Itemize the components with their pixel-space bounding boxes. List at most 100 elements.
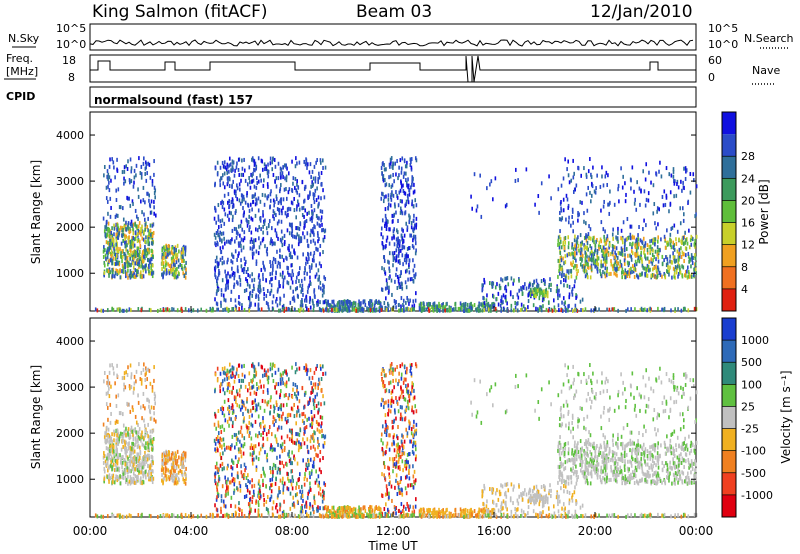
velocity-cell (145, 454, 148, 459)
power-cell (219, 178, 221, 183)
power-cell (331, 308, 334, 313)
power-cell (251, 293, 254, 298)
power-cell (285, 174, 288, 179)
power-cell (119, 275, 122, 280)
power-cell (313, 289, 315, 294)
power-cell (164, 263, 167, 268)
power-cell (107, 221, 110, 226)
power-cell (305, 219, 308, 224)
power-cell (258, 245, 261, 250)
velocity-cell (282, 487, 285, 492)
power-cell (331, 299, 334, 304)
power-cell (471, 304, 474, 309)
power-cell (262, 230, 264, 235)
power-cell (362, 307, 365, 312)
velocity-cell (164, 465, 167, 470)
velocity-cell (299, 442, 302, 447)
velocity-cell (103, 479, 106, 484)
nsky-label: N.Sky (8, 32, 40, 45)
power-cell (290, 263, 293, 268)
power-cell (301, 299, 303, 304)
power-cell (116, 241, 118, 246)
power-cell (399, 206, 402, 211)
power-cell (613, 263, 615, 268)
power-cell (293, 234, 296, 239)
power-cell (654, 274, 657, 279)
power-cell (148, 247, 150, 252)
power-cell (458, 306, 461, 311)
power-cell (643, 189, 646, 194)
velocity-cell (116, 467, 119, 472)
velocity-cell (144, 445, 146, 450)
power-cell (589, 227, 592, 232)
power-cell (309, 233, 312, 238)
power-cell (491, 302, 493, 307)
power-cell (411, 304, 414, 309)
power-cell (480, 302, 482, 307)
power-cell (274, 179, 276, 184)
velocity-cell (140, 465, 143, 470)
power-cell (287, 270, 289, 275)
power-cell (180, 306, 183, 311)
velocity-cell (180, 456, 183, 461)
power-cell (140, 259, 143, 264)
velocity-cell (109, 451, 112, 456)
velocity-cell (128, 479, 131, 484)
power-cell (217, 214, 220, 219)
power-cell (139, 243, 142, 248)
power-cell (690, 234, 693, 239)
power-cell (134, 222, 136, 227)
power-cell (557, 242, 559, 247)
power-cell (236, 183, 238, 188)
power-cell (236, 265, 239, 270)
power-cell (385, 194, 387, 199)
power-cell (406, 225, 409, 230)
power-cell (147, 191, 149, 196)
power-cell (250, 237, 253, 242)
power-cell (390, 307, 392, 312)
power-cell (444, 308, 446, 313)
velocity-cell (116, 474, 119, 479)
power-cell (605, 170, 608, 175)
velocity-cell (137, 393, 139, 398)
power-cell (408, 220, 411, 225)
power-cell (664, 245, 667, 250)
power-cell (295, 207, 298, 212)
power-cell (646, 243, 649, 248)
power-cell (214, 183, 216, 188)
power-cell (571, 209, 574, 214)
power-cell (412, 238, 414, 243)
power-cell (122, 232, 125, 237)
power-cell (301, 206, 303, 211)
power-cell (607, 252, 610, 257)
power-cell (362, 299, 365, 304)
power-cell (412, 176, 414, 181)
velocity-cell (115, 419, 118, 424)
power-cell (506, 276, 509, 281)
power-cell (641, 246, 643, 251)
power-cell (577, 166, 580, 171)
power-cell (581, 264, 584, 269)
power-cell (255, 201, 258, 206)
power-cell (259, 241, 262, 246)
power-cell (126, 259, 129, 264)
velocity-cell (311, 424, 313, 429)
power-cell (490, 308, 492, 313)
power-cell (550, 307, 553, 312)
power-cell (563, 237, 566, 242)
power-cell (234, 210, 237, 215)
power-cell (401, 199, 403, 204)
power-cell (149, 271, 151, 276)
power-cell (213, 266, 216, 271)
power-cell (411, 175, 414, 180)
power-cell (242, 245, 245, 250)
power-cell (681, 206, 684, 211)
velocity-cell (131, 441, 133, 446)
power-cell (617, 226, 619, 231)
power-cell (690, 264, 692, 269)
power-cell (658, 169, 660, 174)
power-cell (279, 272, 282, 277)
velocity-cell (120, 447, 123, 452)
power-cell (232, 306, 234, 311)
power-cell (406, 183, 408, 188)
